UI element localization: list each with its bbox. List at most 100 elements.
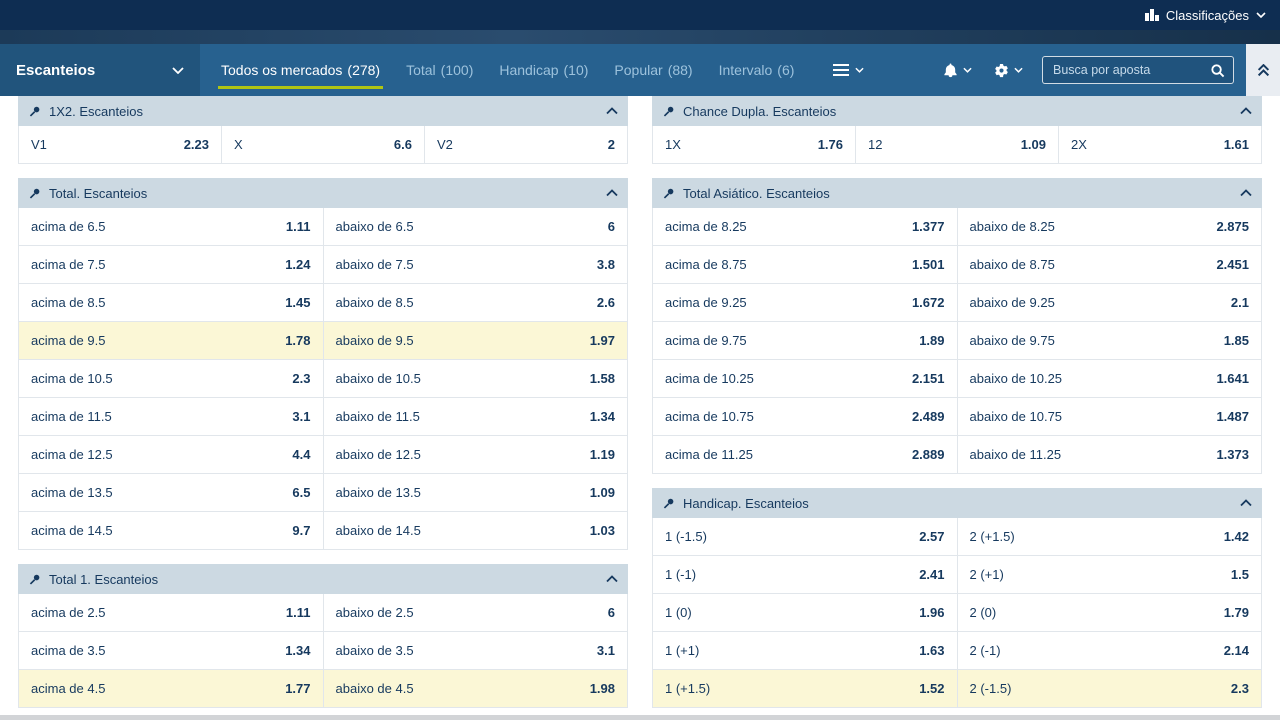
- markets-layout-dropdown[interactable]: [825, 44, 872, 96]
- collapse-chevron-icon[interactable]: [1240, 107, 1252, 115]
- odds-cell[interactable]: X 6.6: [222, 126, 425, 164]
- odds-value: 1.377: [911, 219, 945, 234]
- odds-cell[interactable]: abaixo de 10.5 1.58: [323, 360, 628, 398]
- tab-total[interactable]: Total (100): [393, 44, 486, 96]
- odds-cell[interactable]: 1 (0) 1.96: [652, 594, 958, 632]
- odds-cell[interactable]: 2 (0) 1.79: [957, 594, 1262, 632]
- odds-cell[interactable]: acima de 8.5 1.45: [18, 284, 324, 322]
- odds-cell[interactable]: acima de 6.5 1.11: [18, 208, 324, 246]
- tab-label: Total: [406, 62, 436, 78]
- odds-cell[interactable]: acima de 14.5 9.7: [18, 512, 324, 550]
- outcome-label: abaixo de 8.75: [969, 257, 1055, 272]
- market-header[interactable]: Total. Escanteios: [18, 178, 628, 208]
- odds-value: 1.34: [285, 643, 311, 658]
- odds-cell[interactable]: 1 (-1.5) 2.57: [652, 518, 958, 556]
- tab-intervalo[interactable]: Intervalo (6): [706, 44, 808, 96]
- classifications-dropdown[interactable]: Classificações: [1144, 8, 1266, 23]
- odds-cell[interactable]: acima de 9.5 1.78: [18, 322, 324, 360]
- odds-cell[interactable]: acima de 11.5 3.1: [18, 398, 324, 436]
- market-header[interactable]: Total 1. Escanteios: [18, 564, 628, 594]
- odds-cell[interactable]: acima de 12.5 4.4: [18, 436, 324, 474]
- collapse-chevron-icon[interactable]: [1240, 499, 1252, 507]
- odds-cell[interactable]: abaixo de 2.5 6: [323, 594, 628, 632]
- outcome-label: abaixo de 4.5: [335, 681, 414, 696]
- odds-cell[interactable]: abaixo de 8.5 2.6: [323, 284, 628, 322]
- odds-cell[interactable]: abaixo de 14.5 1.03: [323, 512, 628, 550]
- collapse-chevron-icon[interactable]: [1240, 189, 1252, 197]
- outcome-label: abaixo de 9.25: [969, 295, 1055, 310]
- odds-cell[interactable]: 2 (+1) 1.5: [957, 556, 1262, 594]
- collapse-chevron-icon[interactable]: [606, 575, 618, 583]
- notifications-dropdown[interactable]: [934, 44, 981, 96]
- market-header[interactable]: Total Asiático. Escanteios: [652, 178, 1262, 208]
- odds-cell[interactable]: abaixo de 10.75 1.487: [957, 398, 1262, 436]
- odds-cell[interactable]: acima de 8.25 1.377: [652, 208, 958, 246]
- collapse-all-button[interactable]: [1246, 44, 1280, 96]
- tab-todos-os-mercados[interactable]: Todos os mercados (278): [208, 44, 393, 96]
- odds-value: 1.03: [589, 523, 615, 538]
- odds-cell[interactable]: acima de 3.5 1.34: [18, 632, 324, 670]
- market-header[interactable]: Handicap. Escanteios: [652, 488, 1262, 518]
- category-dropdown[interactable]: Escanteios: [0, 44, 200, 96]
- odds-cell[interactable]: 1 (+1) 1.63: [652, 632, 958, 670]
- tab-handicap[interactable]: Handicap (10): [486, 44, 601, 96]
- tab-count: (100): [440, 62, 474, 78]
- odds-cell[interactable]: 1 (-1) 2.41: [652, 556, 958, 594]
- horizontal-scrollbar[interactable]: [0, 715, 1280, 720]
- odds-cell[interactable]: acima de 10.25 2.151: [652, 360, 958, 398]
- odds-cell[interactable]: acima de 10.75 2.489: [652, 398, 958, 436]
- tab-popular[interactable]: Popular (88): [601, 44, 705, 96]
- market-card: Total Asiático. Escanteios acima de 8.25 1…: [652, 178, 1262, 474]
- odds-cell[interactable]: abaixo de 11.25 1.373: [957, 436, 1262, 474]
- ranking-icon: [1144, 9, 1159, 21]
- market-row: acima de 10.5 2.3 abaixo de 10.5 1.58: [18, 360, 628, 398]
- search-box: [1042, 56, 1234, 84]
- collapse-chevron-icon[interactable]: [606, 107, 618, 115]
- odds-cell[interactable]: acima de 8.75 1.501: [652, 246, 958, 284]
- outcome-label: acima de 8.5: [31, 295, 106, 310]
- odds-cell[interactable]: abaixo de 11.5 1.34: [323, 398, 628, 436]
- odds-cell[interactable]: acima de 11.25 2.889: [652, 436, 958, 474]
- settings-dropdown[interactable]: [985, 44, 1032, 96]
- odds-cell[interactable]: acima de 9.75 1.89: [652, 322, 958, 360]
- market-card: 1X2. Escanteios V1 2.23 X 6.6 V2 2: [18, 96, 628, 164]
- odds-cell[interactable]: abaixo de 12.5 1.19: [323, 436, 628, 474]
- odds-cell[interactable]: abaixo de 6.5 6: [323, 208, 628, 246]
- market-title: Total. Escanteios: [49, 185, 148, 201]
- odds-cell[interactable]: abaixo de 4.5 1.98: [323, 670, 628, 708]
- outcome-label: 1 (+1): [665, 643, 700, 658]
- odds-cell[interactable]: 2 (-1) 2.14: [957, 632, 1262, 670]
- odds-cell[interactable]: acima de 2.5 1.11: [18, 594, 324, 632]
- odds-cell[interactable]: V2 2: [425, 126, 628, 164]
- odds-cell[interactable]: 12 1.09: [856, 126, 1059, 164]
- odds-cell[interactable]: abaixo de 10.25 1.641: [957, 360, 1262, 398]
- odds-cell[interactable]: acima de 10.5 2.3: [18, 360, 324, 398]
- odds-cell[interactable]: acima de 13.5 6.5: [18, 474, 324, 512]
- odds-cell[interactable]: 1X 1.76: [652, 126, 856, 164]
- odds-cell[interactable]: abaixo de 3.5 3.1: [323, 632, 628, 670]
- market-row: acima de 9.5 1.78 abaixo de 9.5 1.97: [18, 322, 628, 360]
- odds-cell[interactable]: 2 (-1.5) 2.3: [957, 670, 1262, 708]
- odds-cell[interactable]: 1 (+1.5) 1.52: [652, 670, 958, 708]
- odds-cell[interactable]: V1 2.23: [18, 126, 222, 164]
- market-header[interactable]: 1X2. Escanteios: [18, 96, 628, 126]
- odds-cell[interactable]: abaixo de 9.75 1.85: [957, 322, 1262, 360]
- pin-icon: [663, 188, 674, 199]
- odds-cell[interactable]: acima de 4.5 1.77: [18, 670, 324, 708]
- odds-cell[interactable]: 2 (+1.5) 1.42: [957, 518, 1262, 556]
- tab-label: Intervalo: [718, 62, 773, 78]
- odds-cell[interactable]: abaixo de 9.25 2.1: [957, 284, 1262, 322]
- odds-value: 2.151: [911, 371, 945, 386]
- odds-value: 2.1: [1230, 295, 1249, 310]
- search-input[interactable]: [1042, 56, 1234, 84]
- odds-cell[interactable]: 2X 1.61: [1059, 126, 1262, 164]
- odds-cell[interactable]: abaixo de 13.5 1.09: [323, 474, 628, 512]
- odds-cell[interactable]: abaixo de 8.25 2.875: [957, 208, 1262, 246]
- collapse-chevron-icon[interactable]: [606, 189, 618, 197]
- odds-cell[interactable]: acima de 7.5 1.24: [18, 246, 324, 284]
- odds-cell[interactable]: acima de 9.25 1.672: [652, 284, 958, 322]
- market-header[interactable]: Chance Dupla. Escanteios: [652, 96, 1262, 126]
- odds-cell[interactable]: abaixo de 7.5 3.8: [323, 246, 628, 284]
- odds-cell[interactable]: abaixo de 8.75 2.451: [957, 246, 1262, 284]
- odds-cell[interactable]: abaixo de 9.5 1.97: [323, 322, 628, 360]
